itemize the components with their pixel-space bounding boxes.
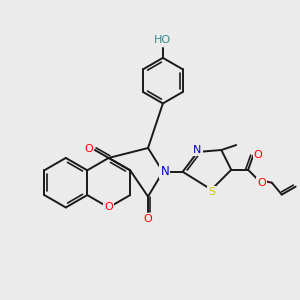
Text: O: O — [254, 150, 262, 160]
Text: HO: HO — [154, 35, 171, 45]
Text: S: S — [208, 187, 215, 196]
Text: O: O — [258, 178, 266, 188]
Text: N: N — [194, 145, 202, 155]
Text: O: O — [85, 144, 93, 154]
Text: O: O — [144, 214, 152, 224]
Text: O: O — [104, 202, 113, 212]
Text: N: N — [160, 165, 169, 178]
